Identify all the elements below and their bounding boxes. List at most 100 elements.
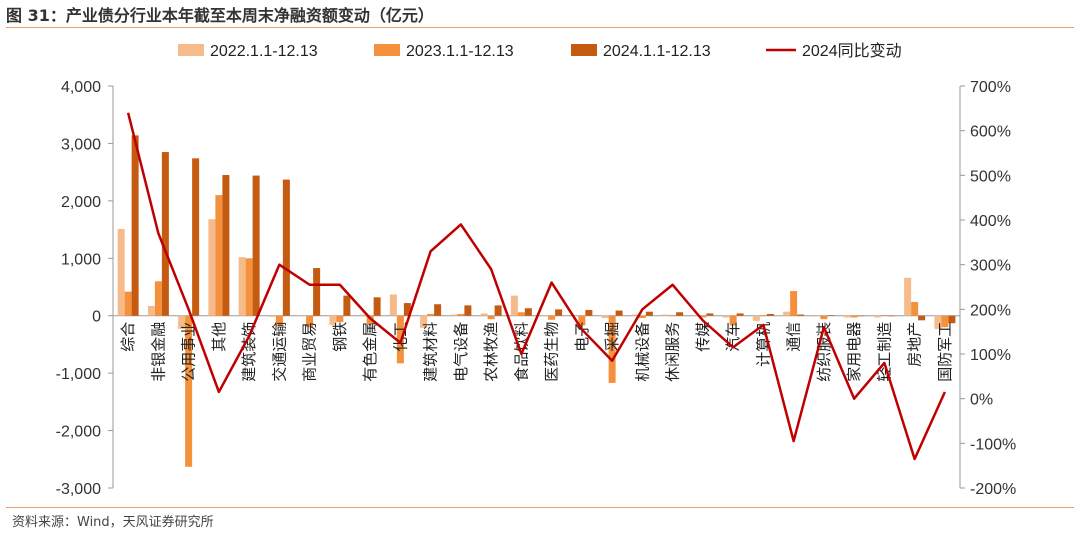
bar [638, 315, 646, 319]
series-line [126, 112, 947, 461]
right-tick-label: 0% [970, 392, 993, 409]
bar [366, 315, 374, 325]
bar [873, 315, 881, 318]
bar [904, 277, 912, 316]
bar [487, 315, 495, 320]
left-tick-label: 2,000 [61, 194, 101, 211]
bar [420, 315, 428, 328]
left-tick-label: 1,000 [61, 251, 101, 268]
category-label: 商业贸易 [301, 322, 319, 382]
right-tick-label: 700% [970, 79, 1011, 96]
bar [464, 305, 472, 316]
bar [275, 315, 283, 327]
bar [631, 314, 639, 316]
bar [147, 305, 155, 316]
category-label: 休闲服务 [664, 322, 682, 382]
category-label: 传媒 [694, 322, 712, 352]
right-tick-label: 300% [970, 258, 1011, 275]
category-label: 建筑材料 [422, 322, 440, 382]
legend-label: 2024.1.1-12.13 [603, 43, 711, 60]
bar [736, 313, 744, 316]
bar [336, 315, 344, 323]
bar [306, 315, 314, 328]
bar [934, 315, 942, 329]
bar [820, 315, 828, 320]
category-label: 通信 [785, 322, 803, 352]
left-tick-label: 4,000 [61, 79, 101, 96]
bar [215, 195, 223, 316]
legend-label: 2022.1.1-12.13 [210, 43, 318, 60]
bar [706, 313, 714, 316]
bar [117, 228, 125, 316]
category-label: 综合 [119, 322, 137, 352]
bar [615, 310, 623, 316]
left-tick-label: -1,000 [56, 366, 101, 383]
bar [850, 315, 858, 318]
bar [790, 291, 798, 316]
left-tick-label: 3,000 [61, 136, 101, 153]
left-tick-label: -2,000 [56, 424, 101, 441]
category-label: 医药生物 [543, 322, 561, 382]
bar [766, 313, 774, 316]
bar [752, 315, 760, 321]
bar [268, 315, 276, 317]
bar [880, 315, 888, 316]
bar [676, 312, 684, 316]
category-label: 农林牧渔 [482, 322, 500, 382]
bar [494, 305, 502, 316]
category-label: 电子 [573, 322, 591, 352]
category-label: 轻工制造 [875, 322, 893, 382]
right-tick-label: 100% [970, 347, 1011, 364]
bar [813, 315, 821, 316]
bar [941, 315, 949, 328]
category-label: 有色金属 [361, 322, 379, 382]
bar [555, 309, 563, 316]
chart-title: 图 31：产业债分行业本年截至本周末净融资额变动（亿元） [6, 6, 434, 25]
right-tick-label: 600% [970, 124, 1011, 141]
bar [510, 295, 518, 316]
category-label: 其他 [210, 322, 228, 352]
right-tick-label: -100% [970, 436, 1016, 453]
footer-divider [6, 507, 1074, 508]
bar [517, 312, 525, 316]
right-tick-label: 400% [970, 213, 1011, 230]
bar [131, 135, 139, 316]
bar [911, 301, 919, 316]
bar [692, 315, 700, 316]
category-label: 交通运输 [270, 322, 288, 382]
bar [699, 315, 707, 318]
bar [608, 315, 616, 383]
bar [887, 315, 895, 317]
category-label: 国防军工 [936, 322, 954, 382]
bar [450, 314, 458, 316]
bar [427, 313, 435, 316]
legend-label: 2024同比变动 [802, 42, 902, 60]
bar [480, 313, 488, 316]
bar [669, 315, 677, 316]
category-label: 计算机 [754, 322, 772, 367]
bar [797, 314, 805, 316]
bar [252, 175, 260, 316]
category-label: 建筑装饰 [240, 322, 258, 382]
category-label: 房地产 [906, 322, 924, 367]
bar [403, 303, 411, 316]
bar [185, 315, 193, 467]
legend-swatch [374, 44, 400, 56]
bar [722, 315, 730, 318]
right-tick-label: 200% [970, 302, 1011, 319]
right-tick-label: 500% [970, 168, 1011, 185]
bar [192, 158, 200, 316]
bar [329, 315, 337, 325]
bar [208, 219, 216, 316]
bar [389, 294, 397, 316]
bar [238, 257, 246, 316]
bar [313, 268, 321, 316]
category-label: 家用电器 [845, 322, 863, 382]
bar [918, 315, 926, 321]
bar [541, 315, 549, 316]
bar [299, 315, 307, 316]
left-tick-label: 0 [92, 309, 101, 326]
bar [783, 311, 791, 316]
bar [373, 297, 381, 316]
right-tick-label: -200% [970, 481, 1016, 498]
